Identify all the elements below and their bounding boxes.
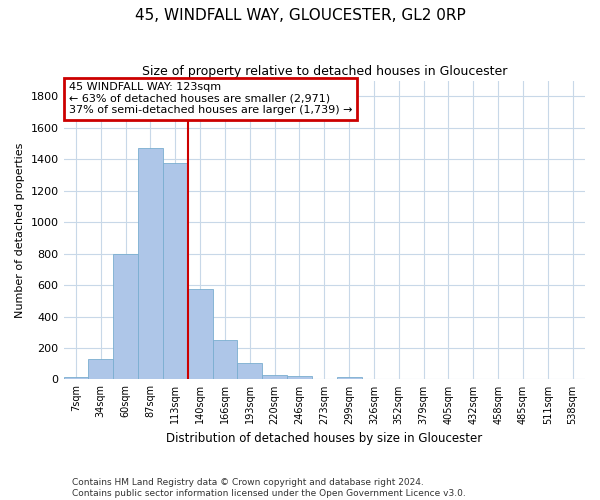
- Title: Size of property relative to detached houses in Gloucester: Size of property relative to detached ho…: [142, 65, 507, 78]
- Bar: [113, 254, 138, 380]
- Bar: [64, 377, 88, 380]
- Bar: [188, 289, 212, 380]
- Bar: [262, 374, 287, 380]
- Bar: [163, 163, 188, 380]
- Text: 45, WINDFALL WAY, GLOUCESTER, GL2 0RP: 45, WINDFALL WAY, GLOUCESTER, GL2 0RP: [134, 8, 466, 22]
- X-axis label: Distribution of detached houses by size in Gloucester: Distribution of detached houses by size …: [166, 432, 482, 445]
- Bar: [212, 340, 238, 380]
- Bar: [287, 376, 312, 380]
- Text: Contains HM Land Registry data © Crown copyright and database right 2024.
Contai: Contains HM Land Registry data © Crown c…: [72, 478, 466, 498]
- Bar: [238, 363, 262, 380]
- Text: 45 WINDFALL WAY: 123sqm
← 63% of detached houses are smaller (2,971)
37% of semi: 45 WINDFALL WAY: 123sqm ← 63% of detache…: [69, 82, 352, 115]
- Bar: [138, 148, 163, 380]
- Y-axis label: Number of detached properties: Number of detached properties: [15, 142, 25, 318]
- Bar: [337, 377, 362, 380]
- Bar: [88, 359, 113, 380]
